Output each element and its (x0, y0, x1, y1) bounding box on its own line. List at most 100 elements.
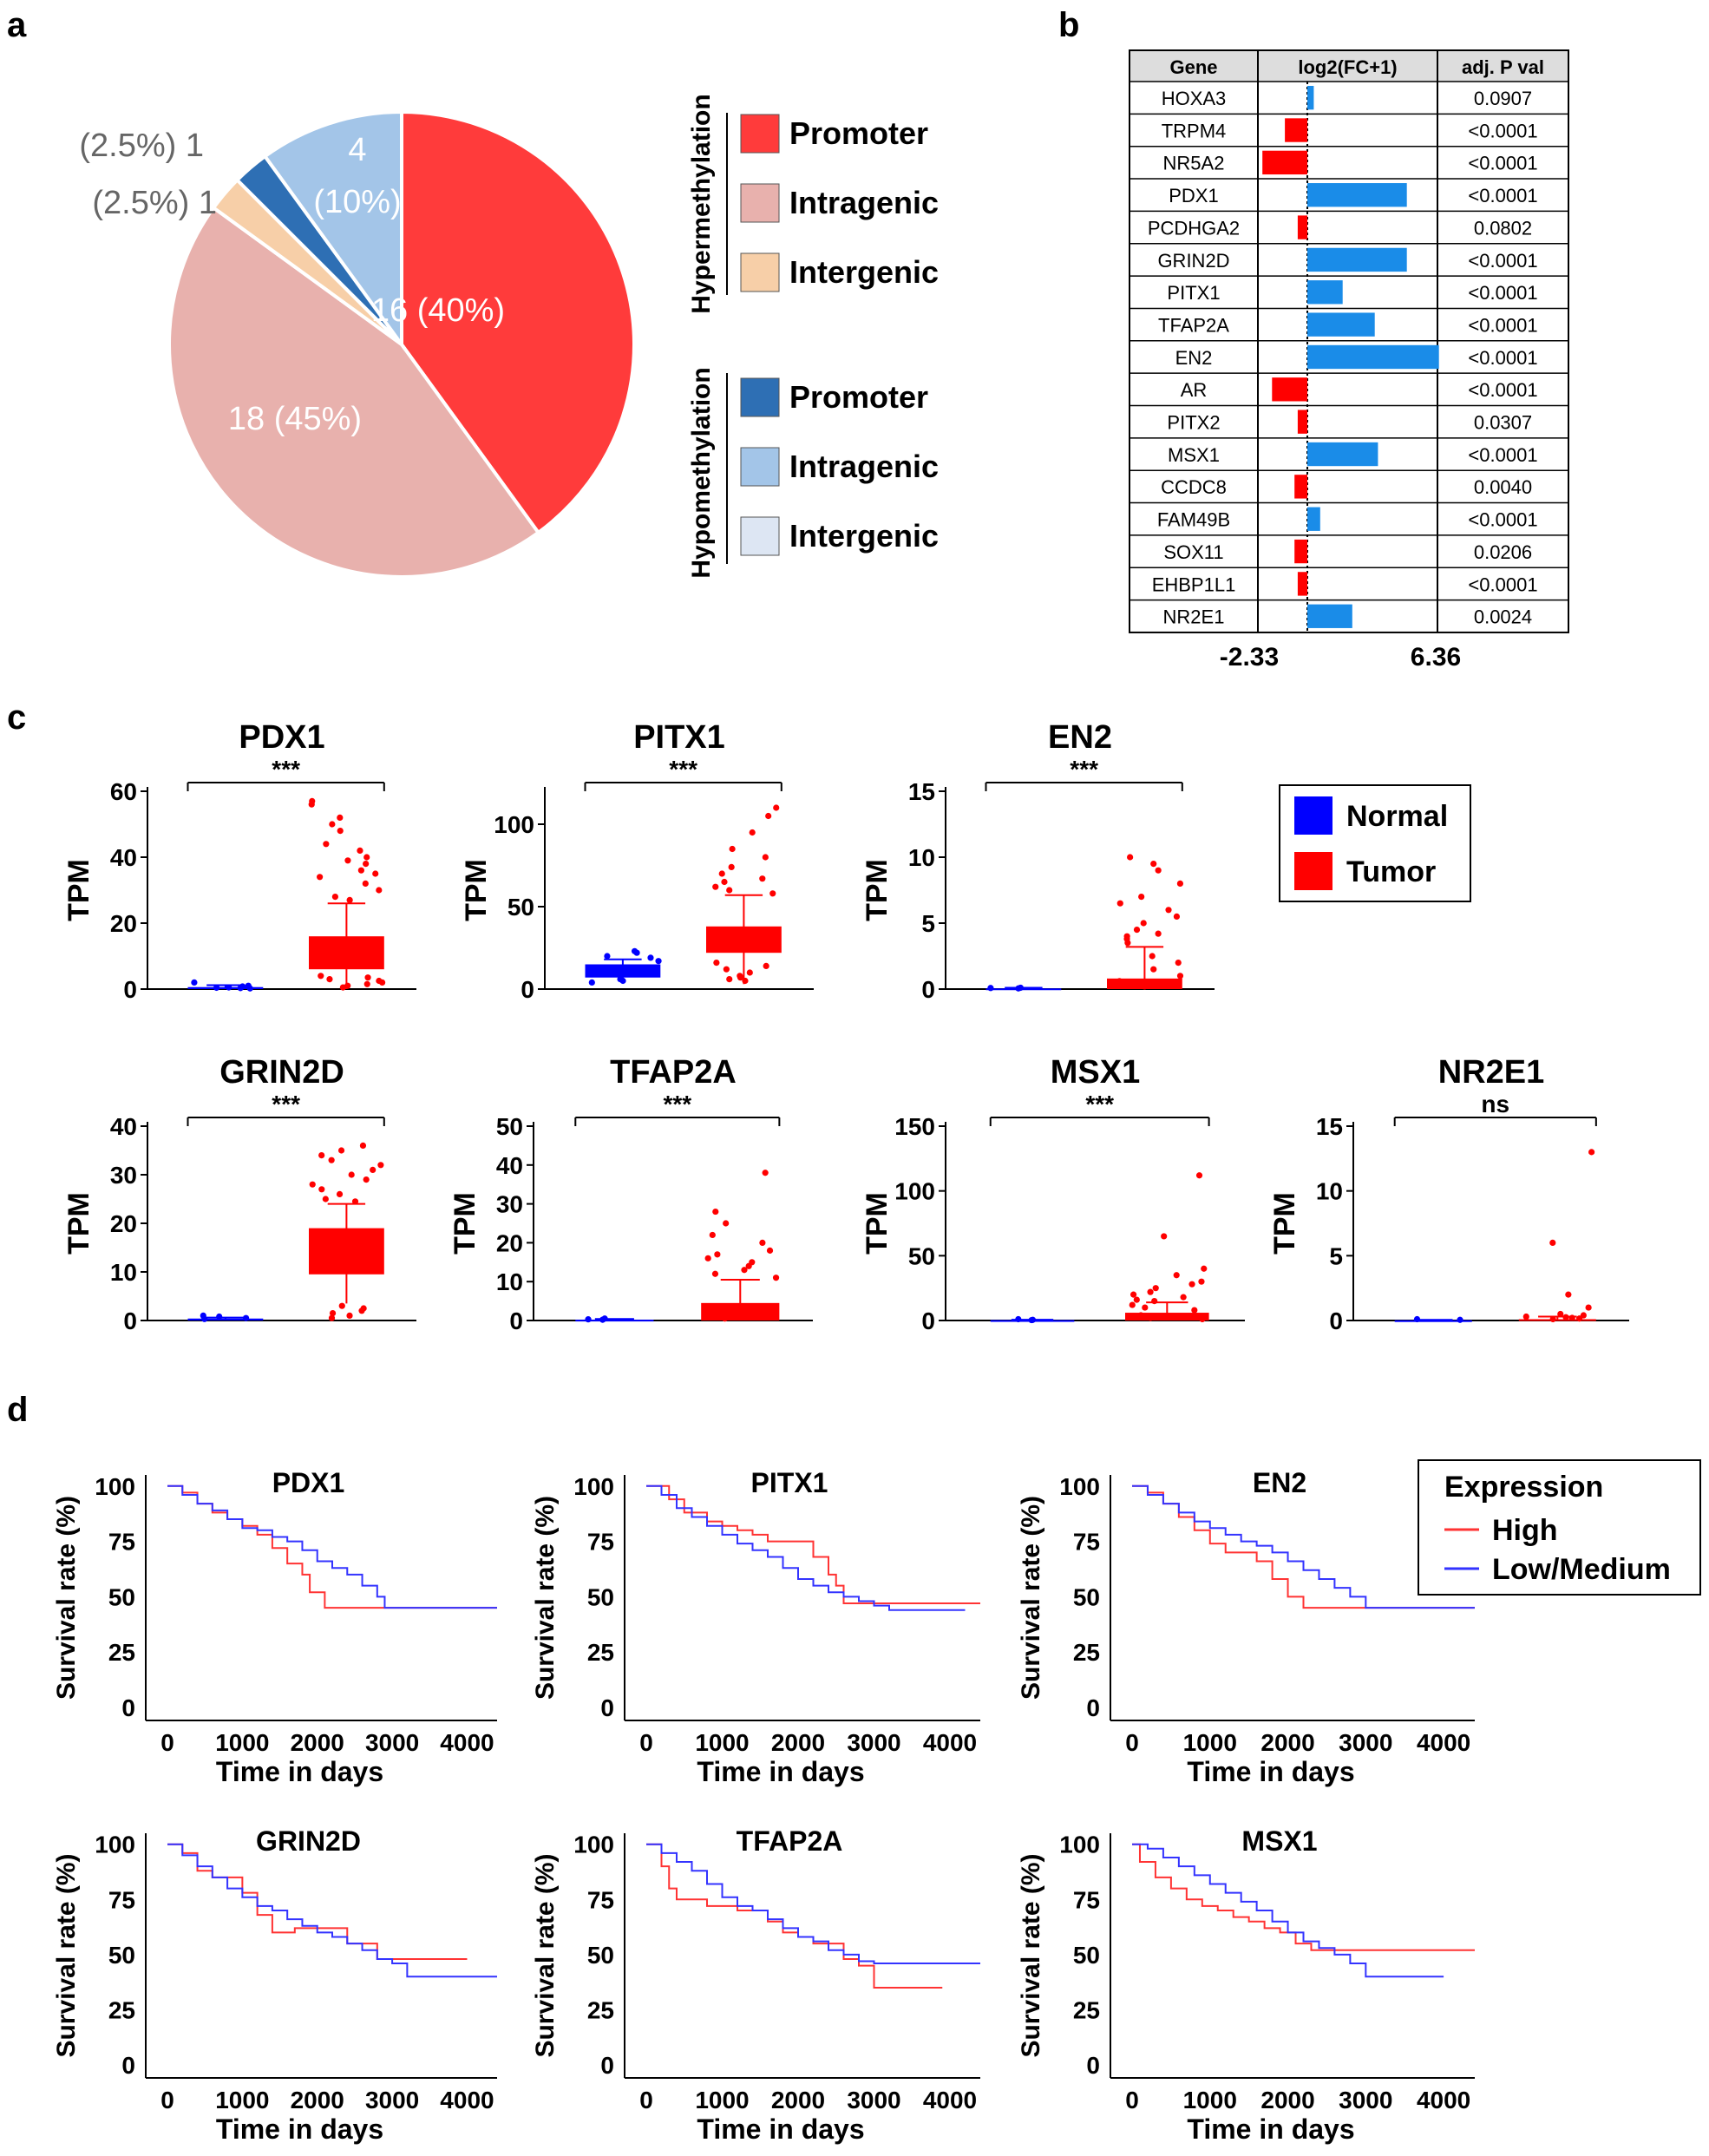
boxplot-pitx1: 0 50 100 PITX1 TPM *** (460, 719, 814, 1003)
legend-label-normal: Normal (1346, 800, 1448, 833)
boxplot-y-label: TPM (861, 1192, 894, 1255)
boxplot-point-tumor (376, 887, 383, 894)
survival-legend-title: Expression (1444, 1471, 1603, 1504)
boxplot-point-tumor (1149, 953, 1156, 960)
table-fc-bar (1307, 507, 1320, 531)
survival-curve-high (646, 1843, 943, 1989)
survival-x-tick-label: 0 (639, 2087, 653, 2113)
table-header-cell: Gene (1169, 56, 1217, 78)
boxplot-point-tumor (1557, 1310, 1564, 1318)
survival-y-tick-label: 25 (1073, 1639, 1100, 1666)
boxplot-point-tumor (721, 1315, 729, 1322)
boxplot-point-tumor (344, 857, 351, 864)
boxplot-point-tumor (360, 1305, 367, 1312)
legend-label-hypo-intragenic: Intragenic (789, 449, 939, 484)
boxplot-box-normal (187, 1318, 264, 1320)
survival-x-tick-label: 3000 (847, 2087, 900, 2113)
boxplot-y-label: TPM (62, 1192, 95, 1255)
boxplot-point-tumor (1138, 894, 1145, 901)
survival-title: PITX1 (751, 1467, 828, 1498)
boxplot-point-normal (617, 976, 624, 983)
boxplot-title: EN2 (1048, 719, 1112, 756)
survival-x-label: Time in days (1187, 1756, 1354, 1787)
boxplot-point-normal (604, 953, 611, 960)
boxplot-sig-label: ns (1481, 1091, 1509, 1117)
table-pval: <0.0001 (1468, 509, 1537, 531)
legend-label-tumor: Tumor (1346, 855, 1436, 888)
boxplot-point-tumor (704, 1255, 711, 1261)
survival-x-label: Time in days (697, 2113, 864, 2145)
boxplot-point-tumor (328, 1157, 335, 1163)
boxplot-box-tumor (1518, 1319, 1596, 1321)
boxplot-nr2e1: 0 5 10 15 NR2E1 TPM ns (1268, 1054, 1629, 1334)
table-gene: SOX11 (1163, 541, 1223, 563)
boxplot-point-tumor (1522, 1313, 1529, 1320)
table-fc-bar (1297, 410, 1307, 434)
survival-y-tick-label: 0 (1086, 1694, 1100, 1721)
boxplot-y-tick-label: 60 (110, 778, 137, 805)
boxplot-point-tumor (737, 973, 743, 980)
survival-y-label: Survival rate (%) (52, 1496, 81, 1700)
boxplot-point-normal (631, 947, 638, 954)
survival-title: TFAP2A (737, 1825, 843, 1857)
survival-y-tick-label: 25 (587, 1996, 614, 2023)
survival-y-tick-label: 75 (587, 1886, 614, 1913)
boxplot-point-tumor (763, 962, 769, 969)
table-fc-bar (1307, 280, 1343, 305)
survival-legend: Expression High Low/Medium (1418, 1459, 1701, 1596)
boxplot-y-tick-label: 0 (521, 976, 534, 1003)
table-gene: HOXA3 (1162, 88, 1227, 109)
boxplot-point-tumor (1575, 1315, 1583, 1322)
table-fc-bar (1294, 539, 1307, 564)
boxplot-point-tumor (765, 812, 772, 820)
survival-y-tick-label: 50 (108, 1942, 135, 1969)
survival-y-tick-label: 100 (95, 1832, 135, 1858)
boxplot-point-tumor (766, 1247, 774, 1254)
legend-swatch-normal (1294, 796, 1332, 835)
table-pval: 0.0307 (1474, 412, 1532, 434)
boxplot-point-normal (242, 1314, 250, 1321)
boxplot-y-tick-label: 50 (507, 894, 534, 921)
boxplot-point-tumor (337, 1147, 345, 1154)
boxplot-point-normal (216, 1313, 223, 1320)
boxplot-y-label: TPM (460, 859, 493, 921)
survival-x-tick-label: 3000 (365, 1729, 419, 1756)
boxplot-point-tumor (746, 969, 753, 976)
pie-label-hyper-intergenic: (2.5%) 1 (79, 128, 204, 164)
boxplot-box-tumor (701, 1302, 780, 1320)
boxplot-point-tumor (749, 829, 756, 836)
boxplot-box-tumor (1125, 1313, 1209, 1320)
table-fc-bar (1285, 118, 1307, 142)
survival-x-tick-label: 0 (1125, 1729, 1139, 1756)
survival-y-tick-label: 0 (600, 2052, 614, 2079)
survival-curve-low (167, 1484, 497, 1609)
boxplot-point-tumor (1161, 1233, 1168, 1240)
table-fc-bar (1307, 247, 1407, 272)
boxplot-box-normal (985, 988, 1062, 991)
boxplot-point-tumor (357, 867, 364, 874)
boxplot-y-tick-label: 0 (123, 1307, 137, 1334)
boxplot-y-tick-label: 0 (921, 1307, 935, 1334)
survival-legend-frame (1418, 1459, 1701, 1596)
survival-title: MSX1 (1241, 1825, 1317, 1857)
boxplot-point-tumor (709, 1231, 716, 1239)
boxplot-box-tumor (309, 1228, 384, 1275)
boxplot-point-tumor (1175, 1313, 1182, 1320)
boxplot-point-tumor (1137, 1312, 1144, 1319)
survival-y-tick-label: 0 (600, 1694, 614, 1721)
boxplot-y-tick-label: 10 (496, 1268, 523, 1295)
boxplot-point-tumor (743, 1313, 750, 1320)
survival-title: GRIN2D (256, 1825, 361, 1857)
boxplot-box-normal (1394, 1320, 1472, 1322)
survival-y-tick-label: 100 (573, 1473, 614, 1500)
table-pval: 0.0206 (1474, 541, 1532, 563)
survival-title: EN2 (1253, 1467, 1306, 1498)
boxplot-box-normal (585, 964, 661, 978)
legend-label-hyper-promoter: Promoter (789, 115, 928, 151)
table-pval: <0.0001 (1468, 185, 1537, 206)
boxplot-point-tumor (337, 828, 344, 835)
boxplot-point-tumor (755, 1309, 762, 1316)
